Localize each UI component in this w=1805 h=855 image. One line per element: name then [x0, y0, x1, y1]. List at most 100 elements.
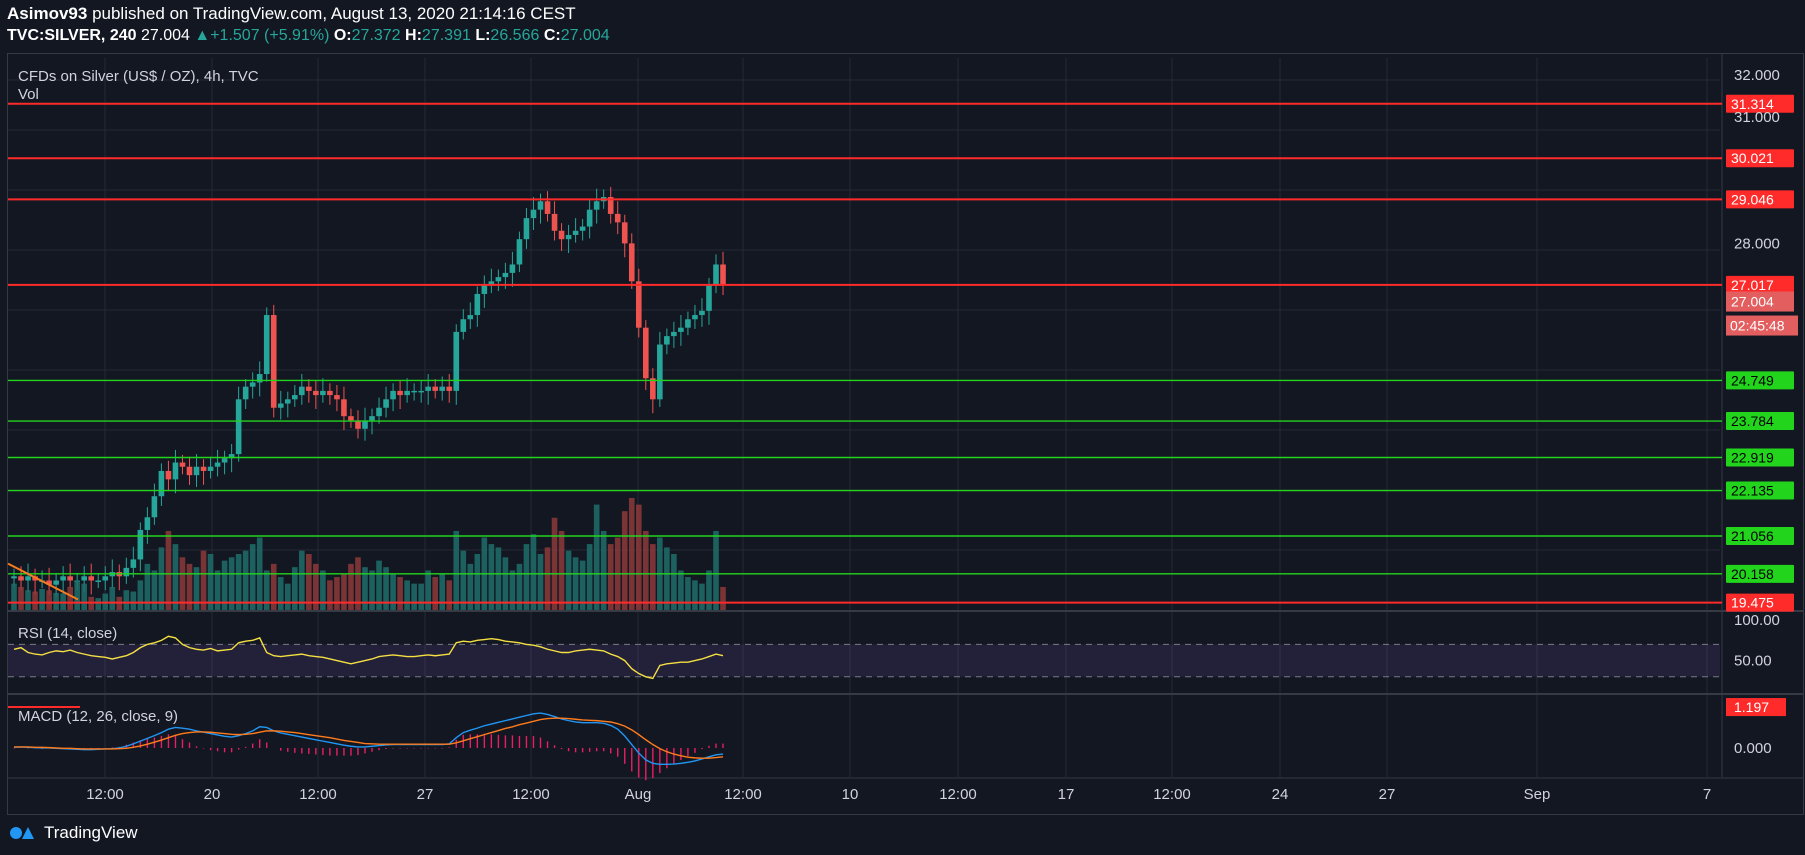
brand-name[interactable]: TradingView [44, 823, 138, 842]
candle-body [628, 243, 635, 282]
candle-body [137, 529, 144, 560]
volume-bar [502, 557, 509, 610]
candle-body [46, 580, 52, 585]
resistance-label: 31.314 [1731, 96, 1774, 112]
time-tick-label: 12:00 [512, 786, 550, 803]
volume-bar [467, 563, 474, 610]
volume-bar [179, 557, 186, 610]
volume-bar [685, 577, 691, 610]
time-tick-label: 12:00 [86, 786, 124, 803]
macd-line [13, 712, 724, 766]
volume-bar [313, 563, 319, 610]
candle-body [439, 386, 446, 391]
candle-body [383, 399, 389, 408]
resistance-label: 27.017 [1731, 277, 1774, 293]
volume-bar [228, 557, 235, 610]
candle-body [481, 285, 488, 294]
macd-title: MACD (12, 26, close, 9) [18, 708, 179, 725]
price-tick-label: 28.000 [1734, 235, 1780, 252]
candle-body [404, 390, 410, 396]
candle-body [516, 239, 523, 265]
volume-bar [650, 544, 656, 610]
candle-body [179, 462, 186, 467]
candle-body [558, 230, 565, 240]
candle-body [320, 390, 326, 396]
volume-bar [263, 570, 270, 610]
candle-body [635, 281, 642, 328]
volume-bar [495, 547, 502, 610]
volume-bar [621, 511, 628, 610]
volume-bar [11, 583, 17, 610]
macd-level-label: 1.197 [1734, 699, 1769, 715]
volume-bar [292, 567, 298, 610]
candle-body [270, 315, 277, 408]
rsi-line [13, 635, 724, 680]
candle-body [221, 458, 228, 463]
volume-bar [671, 554, 677, 610]
volume-bar [544, 547, 551, 610]
candle-body [151, 496, 158, 518]
candle-body [432, 386, 438, 391]
volume-bar [221, 560, 228, 610]
volume-bar [334, 577, 340, 610]
volume-bar [193, 567, 200, 610]
volume-bar [369, 570, 375, 610]
time-tick-label: 17 [1058, 786, 1075, 803]
volume-bar [664, 547, 670, 610]
time-tick-label: 12:00 [1153, 786, 1191, 803]
support-label: 24.749 [1731, 372, 1774, 388]
candle-body [376, 407, 382, 417]
candle-body [720, 264, 726, 286]
volume-bar [565, 550, 572, 610]
candle-body [509, 264, 516, 273]
candle-body [235, 399, 242, 455]
volume-bar [151, 570, 158, 610]
candle-body [158, 470, 165, 497]
volume-bar [186, 563, 193, 610]
rsi-tick-label: 100.00 [1734, 612, 1780, 629]
support-label-bg [1726, 448, 1794, 467]
candle-body [671, 331, 677, 337]
candle-body [537, 201, 544, 210]
candle-body [242, 386, 249, 400]
volume-bar [628, 498, 635, 610]
time-tick-label: Aug [625, 786, 652, 803]
volume-bar [418, 583, 424, 610]
resistance-label: 19.475 [1731, 595, 1774, 611]
price-tick-label: 31.000 [1734, 109, 1780, 126]
volume-bar [277, 577, 284, 610]
candle-body [53, 580, 59, 585]
candle-body [460, 319, 467, 332]
support-label-bg [1726, 412, 1794, 431]
volume-bar [600, 530, 607, 610]
last-price-bg [1726, 291, 1794, 312]
chart-frame[interactable] [7, 53, 1804, 815]
candle-body [544, 201, 551, 214]
author-name[interactable]: Asimov93 [7, 4, 88, 23]
volume-bar [453, 530, 460, 610]
candle-body [551, 213, 558, 231]
volume-bar [123, 590, 130, 610]
volume-bar [432, 577, 438, 610]
candle-body [313, 390, 319, 396]
support-label-bg [1726, 527, 1794, 546]
macd-histogram [13, 733, 724, 781]
candles [11, 186, 726, 597]
candle-body [130, 559, 137, 568]
candle-body [81, 576, 87, 581]
time-tick-label: 27 [1379, 786, 1396, 803]
candle-body [593, 201, 600, 210]
candle-body [607, 197, 614, 214]
candle-body [193, 466, 200, 476]
time-tick-label: 24 [1272, 786, 1289, 803]
resistance-label-bg [1726, 149, 1794, 168]
volume-bar [95, 598, 102, 610]
candle-body [418, 390, 424, 393]
candle-body [256, 374, 263, 383]
volume-bar [144, 563, 151, 610]
ohlc-header: TVC:SILVER, 240 27.004 ▲+1.507 (+5.91%) … [7, 27, 610, 45]
volume-bar [130, 591, 137, 610]
volume-bar [81, 583, 87, 610]
volume-bar [137, 580, 144, 610]
